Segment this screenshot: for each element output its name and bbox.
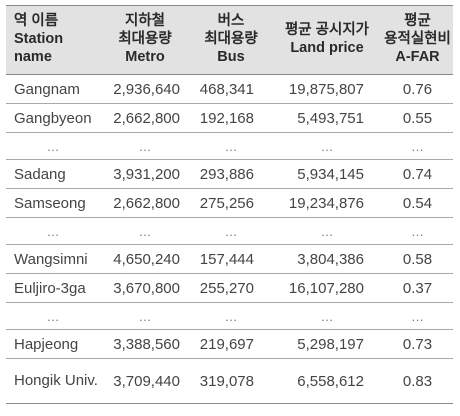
- cell-land-price: 19,234,876: [272, 188, 382, 218]
- cell-land-price: 19,875,807: [272, 74, 382, 104]
- cell-station: Gangnam: [6, 74, 100, 104]
- table-row: Hapjeong 3,388,560 219,697 5,298,197 0.7…: [6, 329, 453, 359]
- cell-land-price: 5,934,145: [272, 159, 382, 189]
- header-line: Land price: [290, 40, 364, 56]
- cell-metro: 3,931,200: [100, 159, 190, 189]
- cell-afar: 0.83: [382, 358, 453, 404]
- header-line: Station: [14, 31, 64, 47]
- header-line: 최대용량: [118, 31, 172, 47]
- header-line: 버스: [217, 13, 245, 29]
- cell-metro: 2,662,800: [100, 103, 190, 133]
- cell-afar: 0.73: [382, 329, 453, 359]
- cell-station: Samseong: [6, 188, 100, 218]
- table-row-ellipsis: … … … … …: [6, 217, 453, 245]
- header-station-name: 역 이름 Station name: [6, 5, 100, 75]
- cell-afar: 0.58: [382, 244, 453, 274]
- cell-metro: 2,936,640: [100, 74, 190, 104]
- header-bus: 버스 최대용량 Bus: [190, 5, 272, 75]
- cell-land-price: …: [272, 132, 382, 160]
- table-row: Hongik Univ. 3,709,440 319,078 6,558,612…: [6, 358, 453, 404]
- cell-land-price: …: [272, 302, 382, 330]
- table-row: Samseong 2,662,800 275,256 19,234,876 0.…: [6, 188, 453, 218]
- cell-metro: …: [100, 302, 190, 330]
- table-row: Gangnam 2,936,640 468,341 19,875,807 0.7…: [6, 74, 453, 104]
- table-header: 역 이름 Station name 지하철 최대용량 Metro 버스 최대용량…: [6, 5, 453, 75]
- cell-station: Hongik Univ.: [6, 358, 100, 404]
- cell-station: Euljiro-3ga: [6, 273, 100, 303]
- cell-bus: …: [190, 217, 272, 245]
- cell-station: Hapjeong: [6, 329, 100, 359]
- header-line: 역 이름: [14, 13, 59, 29]
- cell-bus: 192,168: [190, 103, 272, 133]
- cell-afar: 0.55: [382, 103, 453, 133]
- cell-metro: 3,709,440: [100, 358, 190, 404]
- cell-bus: 319,078: [190, 358, 272, 404]
- table-row: Sadang 3,931,200 293,886 5,934,145 0.74: [6, 159, 453, 189]
- cell-afar: 0.37: [382, 273, 453, 303]
- cell-land-price: 16,107,280: [272, 273, 382, 303]
- cell-station: Sadang: [6, 159, 100, 189]
- table-body: Gangnam 2,936,640 468,341 19,875,807 0.7…: [6, 74, 453, 404]
- table-row: Euljiro-3ga 3,670,800 255,270 16,107,280…: [6, 273, 453, 303]
- cell-land-price: 6,558,612: [272, 358, 382, 404]
- header-line: 평균 공시지가: [284, 22, 370, 38]
- header-line: 지하철: [124, 13, 166, 29]
- cell-metro: 3,670,800: [100, 273, 190, 303]
- cell-station: Gangbyeon: [6, 103, 100, 133]
- cell-metro: 3,388,560: [100, 329, 190, 359]
- cell-afar: 0.76: [382, 74, 453, 104]
- cell-metro: …: [100, 132, 190, 160]
- cell-bus: …: [190, 302, 272, 330]
- cell-station: Wangsimni: [6, 244, 100, 274]
- cell-land-price: 3,804,386: [272, 244, 382, 274]
- header-line: 최대용량: [204, 31, 258, 47]
- header-land-price: 평균 공시지가 Land price: [272, 5, 382, 75]
- header-row: 역 이름 Station name 지하철 최대용량 Metro 버스 최대용량…: [6, 5, 453, 75]
- cell-metro: 4,650,240: [100, 244, 190, 274]
- header-line: Metro: [125, 49, 165, 65]
- cell-metro: …: [100, 217, 190, 245]
- cell-afar: 0.74: [382, 159, 453, 189]
- cell-land-price: 5,493,751: [272, 103, 382, 133]
- data-table-container: 역 이름 Station name 지하철 최대용량 Metro 버스 최대용량…: [6, 5, 453, 404]
- header-line: 평균: [404, 13, 431, 29]
- cell-metro: 2,662,800: [100, 188, 190, 218]
- header-line: Bus: [217, 49, 245, 65]
- cell-bus: …: [190, 132, 272, 160]
- cell-land-price: 5,298,197: [272, 329, 382, 359]
- cell-land-price: …: [272, 217, 382, 245]
- cell-bus: 255,270: [190, 273, 272, 303]
- table-row: Wangsimni 4,650,240 157,444 3,804,386 0.…: [6, 244, 453, 274]
- header-line: name: [14, 49, 52, 65]
- cell-bus: 157,444: [190, 244, 272, 274]
- cell-afar: …: [382, 302, 453, 330]
- header-metro: 지하철 최대용량 Metro: [100, 5, 190, 75]
- header-line: A-FAR: [395, 49, 440, 65]
- cell-station: …: [6, 217, 100, 245]
- cell-bus: 275,256: [190, 188, 272, 218]
- station-data-table: 역 이름 Station name 지하철 최대용량 Metro 버스 최대용량…: [6, 5, 453, 404]
- cell-bus: 293,886: [190, 159, 272, 189]
- cell-bus: 468,341: [190, 74, 272, 104]
- header-line: 용적실현비: [384, 31, 451, 47]
- cell-afar: …: [382, 132, 453, 160]
- table-row-ellipsis: … … … … …: [6, 302, 453, 330]
- cell-afar: 0.54: [382, 188, 453, 218]
- table-row: Gangbyeon 2,662,800 192,168 5,493,751 0.…: [6, 103, 453, 133]
- cell-station: …: [6, 132, 100, 160]
- table-row-ellipsis: … … … … …: [6, 132, 453, 160]
- cell-station: …: [6, 302, 100, 330]
- header-afar: 평균 용적실현비 A-FAR: [382, 5, 453, 75]
- cell-afar: …: [382, 217, 453, 245]
- cell-bus: 219,697: [190, 329, 272, 359]
